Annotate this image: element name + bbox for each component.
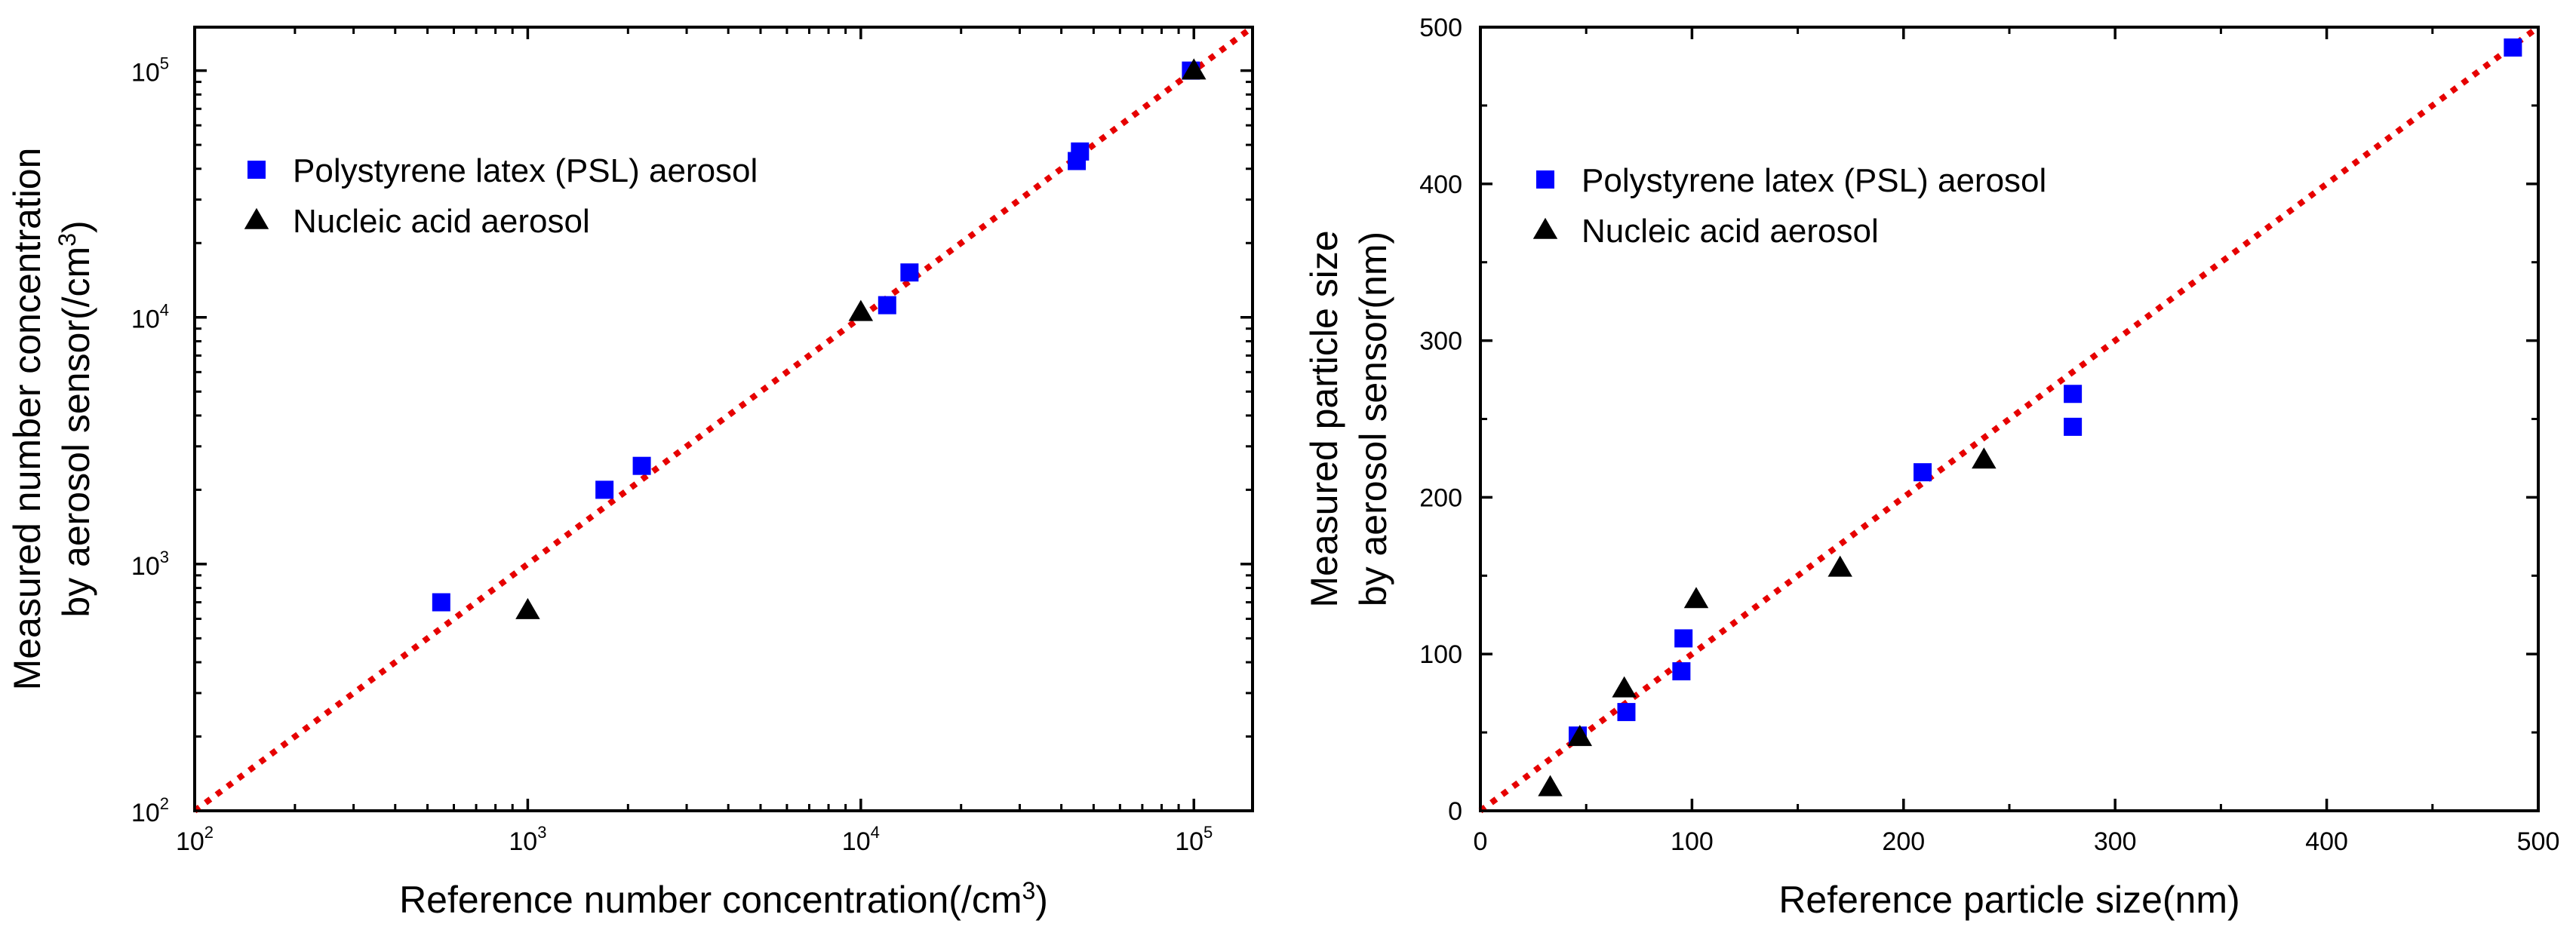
panel-1-psl-point bbox=[595, 480, 614, 499]
panel-1-x-tick-label: 103 bbox=[509, 823, 546, 856]
panel-1-nucleic-point bbox=[515, 597, 540, 619]
panel-1-plot-frame bbox=[193, 26, 1254, 812]
panel-2-nucleic-point bbox=[1567, 725, 1593, 747]
panel-1-legend-psl-marker bbox=[247, 161, 266, 179]
panel-2-psl-point bbox=[2504, 38, 2522, 57]
panel-1-psl-point bbox=[432, 593, 450, 612]
panel-1-y-tick-base: 10 bbox=[131, 305, 160, 334]
panel-1-x-axis-title-tail: ) bbox=[1035, 879, 1048, 921]
panel-2-x-axis-title-text: Reference particle size(nm) bbox=[1778, 879, 2239, 921]
panel-1-x-axis-title-text: Reference number concentration(/cm bbox=[399, 879, 1022, 921]
panel-2-x-tick-label: 0 bbox=[1474, 827, 1488, 856]
panel-2-y-axis-title-line2-text: by aerosol sensor(nm) bbox=[1352, 232, 1394, 606]
panel-1-y-axis-title-line2-tail: ) bbox=[55, 220, 97, 233]
panel-1-x-tick-label: 102 bbox=[176, 823, 214, 856]
panel-1-x-tick-label: 104 bbox=[842, 823, 880, 856]
panel-2-nucleic-point bbox=[1683, 587, 1709, 609]
panel-2-psl-point bbox=[1914, 463, 1932, 482]
panel-1-y-tick-base: 10 bbox=[131, 552, 160, 581]
panel-2-nucleic-point bbox=[1972, 447, 1997, 469]
panel-1-x-tick-exponent: 3 bbox=[537, 823, 546, 842]
panel-1-y-axis-title-line1: Measured number concentration bbox=[6, 148, 48, 691]
panel-1-x-tick-base: 10 bbox=[176, 827, 204, 856]
panel-2-psl-point bbox=[1674, 629, 1693, 648]
panel-2-x-axis-title: Reference particle size(nm) bbox=[1778, 879, 2239, 921]
panel-2-psl-point bbox=[2064, 385, 2083, 404]
panel-1-y-tick-label: 103 bbox=[131, 548, 169, 581]
panel-1-reference-line bbox=[192, 24, 1255, 814]
panel-1-legend-label: Nucleic acid aerosol bbox=[293, 203, 590, 240]
panel-2-y-axis-title-line2: by aerosol sensor(nm) bbox=[1352, 232, 1394, 606]
panel-2-legend-label: Nucleic acid aerosol bbox=[1582, 213, 1879, 250]
panel-1-y-axis-title-line2: by aerosol sensor(/cm3) bbox=[54, 220, 97, 617]
panel-2-x-tick-label: 400 bbox=[2305, 827, 2348, 856]
panel-1-y-tick-exponent: 2 bbox=[160, 794, 169, 813]
panel-1-nucleic-point bbox=[848, 299, 874, 321]
panel-1-legend-label: Polystyrene latex (PSL) aerosol bbox=[293, 152, 758, 189]
panel-1-y-tick-exponent: 4 bbox=[160, 301, 169, 320]
panel-1-x-tick-exponent: 4 bbox=[871, 823, 880, 842]
panel-1-y-axis-title-line2-superscript: 3 bbox=[54, 233, 81, 247]
panel-1-y-tick-base: 10 bbox=[131, 799, 160, 827]
panel-1-x-tick-base: 10 bbox=[842, 827, 871, 856]
panel-2-legend-nucleic-marker bbox=[1532, 217, 1558, 239]
panel-2-x-tick-label: 300 bbox=[2094, 827, 2137, 856]
panel-2-y-tick-label: 300 bbox=[1419, 327, 1462, 356]
panel-1-nucleic-point bbox=[1182, 58, 1207, 80]
panel-2-legend-psl-marker bbox=[1536, 170, 1554, 189]
panel-2-y-tick-label: 500 bbox=[1419, 14, 1462, 42]
panel-1-x-tick-label: 105 bbox=[1175, 823, 1213, 856]
panel-1-psl-point bbox=[632, 456, 651, 475]
panel-1-y-tick-base: 10 bbox=[131, 59, 160, 87]
panel-1-x-axis-title-superscript: 3 bbox=[1022, 877, 1035, 904]
panel-1-y-tick-label: 104 bbox=[131, 301, 169, 334]
panel-2-y-tick-label: 400 bbox=[1419, 170, 1462, 199]
panel-1-x-tick-exponent: 2 bbox=[204, 823, 214, 842]
panel-1-x-tick-base: 10 bbox=[509, 827, 537, 856]
panel-2-y-tick-label: 100 bbox=[1419, 640, 1462, 669]
panel-1-legend-nucleic-marker bbox=[244, 207, 269, 229]
panel-2-reference-line bbox=[1478, 24, 2541, 814]
panel-2-psl-point bbox=[1617, 703, 1636, 722]
panel-1-y-axis-title-line2-text: by aerosol sensor(/cm bbox=[55, 247, 97, 618]
panel-1-x-tick-base: 10 bbox=[1175, 827, 1203, 856]
panel-2-y-tick-label: 200 bbox=[1419, 483, 1462, 512]
panel-2-nucleic-point bbox=[1538, 775, 1563, 796]
panel-1-y-tick-label: 102 bbox=[131, 794, 169, 827]
panel-1-y-tick-exponent: 3 bbox=[160, 548, 169, 566]
panel-2-legend-label: Polystyrene latex (PSL) aerosol bbox=[1582, 162, 2046, 199]
panel-1-psl-point bbox=[878, 296, 896, 315]
panel-2-nucleic-point bbox=[1827, 555, 1852, 577]
panel-1-x-axis-title: Reference number concentration(/cm3) bbox=[399, 877, 1048, 921]
panel-2-y-tick-label: 0 bbox=[1448, 797, 1462, 826]
panel-2-x-tick-label: 100 bbox=[1671, 827, 1714, 856]
panel-2-psl-point bbox=[1672, 662, 1691, 681]
panel-1-x-tick-exponent: 5 bbox=[1203, 823, 1213, 842]
panel-2: 0 100 200 300 400 500 0 100 200 300 400 500 Polystyr… bbox=[1303, 14, 2559, 921]
panel-2-x-tick-label: 200 bbox=[1882, 827, 1925, 856]
panel-2-psl-point bbox=[2064, 417, 2083, 436]
panel-1-y-tick-exponent: 5 bbox=[160, 54, 169, 73]
panel-1-psl-point bbox=[1071, 142, 1090, 161]
panel-2-y-axis-title-line1: Measured particle size bbox=[1303, 230, 1345, 607]
panel-1-psl-point bbox=[900, 263, 919, 282]
panel-1-y-tick-label: 105 bbox=[131, 54, 169, 87]
panel-2-nucleic-point bbox=[1612, 676, 1637, 698]
panel-2-x-tick-label: 500 bbox=[2517, 827, 2560, 856]
